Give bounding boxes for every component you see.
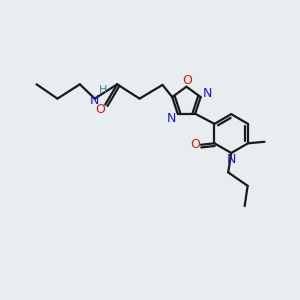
Text: N: N [89, 94, 99, 106]
Text: N: N [202, 87, 212, 100]
Text: N: N [227, 153, 236, 167]
Text: O: O [190, 138, 200, 151]
Text: N: N [167, 112, 176, 125]
Text: H: H [99, 85, 107, 95]
Text: O: O [182, 74, 192, 87]
Text: O: O [95, 103, 105, 116]
